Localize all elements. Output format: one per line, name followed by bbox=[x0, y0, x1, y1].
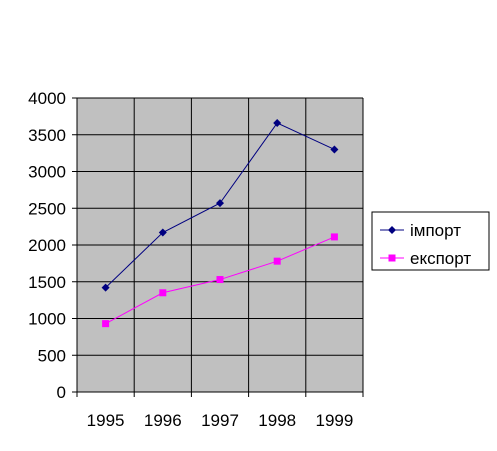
data-point bbox=[273, 257, 281, 265]
y-tick-label: 2500 bbox=[28, 199, 66, 218]
legend: імпорт експорт bbox=[371, 211, 490, 271]
x-tick-label: 1999 bbox=[315, 411, 353, 430]
legend-label: експорт bbox=[410, 249, 471, 268]
x-tick-label: 1997 bbox=[201, 411, 239, 430]
data-point bbox=[216, 276, 224, 284]
y-tick-label: 4000 bbox=[28, 89, 66, 108]
y-tick-label: 1000 bbox=[28, 310, 66, 329]
legend-marker bbox=[388, 226, 396, 234]
axes bbox=[72, 97, 364, 397]
data-point bbox=[273, 118, 282, 127]
data-point bbox=[216, 199, 224, 208]
data-point bbox=[330, 145, 339, 154]
y-tick-label: 500 bbox=[38, 346, 66, 365]
legend-item: експорт bbox=[380, 249, 471, 268]
y-tick-label: 1500 bbox=[28, 273, 66, 292]
data-point bbox=[101, 283, 110, 292]
x-tick-label: 1995 bbox=[87, 411, 125, 430]
y-tick-labels: 0 500 1000 1500 2000 2500 3000 3500 4000 bbox=[28, 89, 66, 402]
legend-item: імпорт bbox=[380, 221, 461, 240]
data-point bbox=[330, 233, 338, 241]
y-tick-label: 0 bbox=[57, 383, 66, 402]
series-export bbox=[102, 233, 338, 328]
y-tick-label: 3500 bbox=[28, 126, 66, 145]
legend-marker bbox=[388, 254, 396, 262]
data-point bbox=[158, 228, 167, 237]
y-tick-label: 3000 bbox=[28, 163, 66, 182]
x-tick-label: 1996 bbox=[144, 411, 182, 430]
data-point bbox=[159, 289, 167, 297]
data-point bbox=[102, 320, 110, 328]
legend-label: імпорт bbox=[410, 221, 461, 240]
y-tick-label: 2000 bbox=[28, 236, 66, 255]
x-tick-label: 1998 bbox=[258, 411, 296, 430]
x-tick-labels: 1995 1996 1997 1998 1999 bbox=[87, 411, 354, 430]
series-group bbox=[101, 118, 339, 328]
series-import bbox=[101, 118, 339, 292]
